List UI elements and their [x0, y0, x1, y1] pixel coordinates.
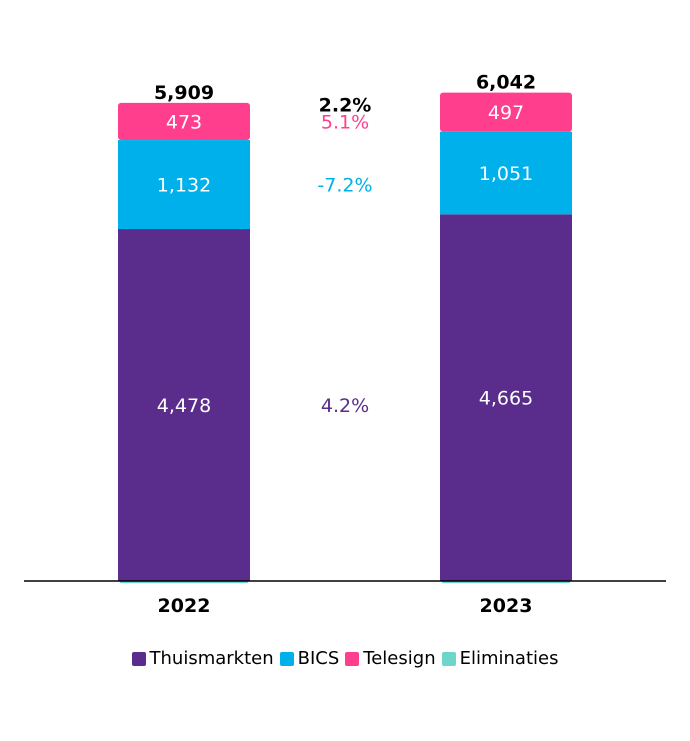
legend-label-eliminaties: Eliminaties — [459, 648, 559, 669]
data-label-thuismarkten-2022: 4,478 — [157, 395, 211, 417]
bar-segment-thuismarkten-2023 — [440, 214, 572, 581]
bar-segment-telesign-2023 — [440, 92, 572, 132]
legend-item-bics: BICS — [279, 648, 340, 669]
data-label-bics-2022: 1,132 — [157, 175, 211, 197]
x-tick-label-2022: 2022 — [158, 595, 211, 617]
total-label-2022: 5,909 — [154, 82, 214, 104]
total-label-2023: 6,042 — [476, 72, 536, 94]
legend-label-bics: BICS — [297, 648, 340, 669]
bar-segment-eliminaties-2022 — [120, 581, 248, 584]
legend-swatch-thuismarkten — [131, 651, 146, 666]
legend: Thuismarkten BICS Telesign Eliminaties — [0, 648, 690, 669]
legend-swatch-telesign — [345, 651, 360, 666]
legend-item-thuismarkten: Thuismarkten — [131, 648, 274, 669]
bar-segment-eliminaties-2023 — [442, 581, 570, 584]
data-label-bics-2023: 1,051 — [479, 163, 533, 185]
legend-item-telesign: Telesign — [345, 648, 436, 669]
x-tick-label-2023: 2023 — [480, 595, 533, 617]
bar-segment-thuismarkten-2022 — [118, 229, 250, 581]
legend-label-telesign: Telesign — [363, 648, 436, 669]
legend-swatch-bics — [279, 651, 294, 666]
growth-label-thuismarkten: 4.2% — [321, 395, 369, 417]
bar-segment-telesign-2022 — [118, 102, 250, 141]
legend-label-thuismarkten: Thuismarkten — [149, 648, 274, 669]
data-label-telesign-2023: 497 — [488, 102, 524, 124]
growth-label-total: 2.2% — [319, 95, 372, 117]
growth-label-bics: -7.2% — [317, 175, 372, 197]
legend-swatch-eliminaties — [441, 651, 456, 666]
data-label-telesign-2022: 473 — [166, 111, 202, 133]
bar-segment-bics-2022 — [118, 140, 250, 230]
legend-item-eliminaties: Eliminaties — [441, 648, 559, 669]
data-label-thuismarkten-2023: 4,665 — [479, 388, 533, 410]
bar-segment-bics-2023 — [440, 131, 572, 215]
growth-label-telesign: 5.1% — [321, 111, 369, 133]
